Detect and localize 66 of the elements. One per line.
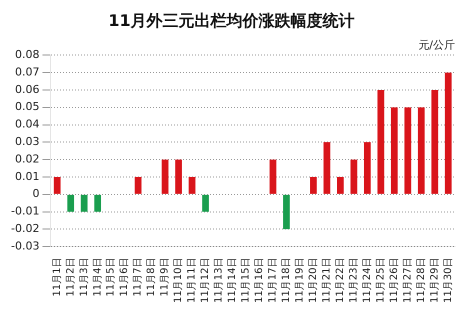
- x-tick-label: 11月16日: [254, 258, 266, 304]
- y-tick-label: 0.05: [14, 100, 40, 114]
- x-tick-label: 11月22日: [334, 258, 346, 304]
- y-tick-label: -0.02: [10, 222, 40, 236]
- x-tick-label: 11月19日: [294, 258, 306, 304]
- bar: [134, 176, 142, 194]
- x-tick-label: 11月20日: [308, 258, 320, 304]
- x-tick-label: 11月26日: [388, 258, 400, 304]
- bar: [310, 176, 317, 194]
- x-tick-label: 11月28日: [416, 258, 427, 304]
- bar: [404, 107, 412, 194]
- bar: [94, 194, 102, 212]
- bar: [54, 176, 61, 194]
- x-tick-label: 11月21日: [321, 258, 332, 304]
- x-tick-label: 11月12日: [200, 258, 212, 304]
- bar: [418, 107, 425, 194]
- x-tick-label: 11月17日: [268, 258, 279, 304]
- y-tick-label: 0: [32, 187, 40, 200]
- x-tick-label: 11月18日: [281, 258, 292, 304]
- bar: [444, 72, 452, 194]
- bar: [337, 176, 344, 194]
- x-tick-label: 11月23日: [348, 258, 360, 304]
- x-tick-label: 11月7日: [132, 258, 144, 297]
- bar: [364, 142, 371, 194]
- bar: [80, 194, 88, 212]
- bar: [270, 160, 276, 194]
- bar: [162, 160, 168, 194]
- x-tick-label: 11月4日: [92, 258, 104, 297]
- x-tick-label: 11月5日: [106, 258, 117, 297]
- x-tick-label: 11月29日: [429, 258, 440, 304]
- chart-title: 11月外三元出栏均价涨跌幅度统计: [108, 10, 355, 30]
- bar: [431, 90, 438, 194]
- bar: [350, 160, 358, 194]
- x-tick-label: 11月10日: [173, 258, 184, 304]
- x-tick-label: 11月25日: [375, 258, 386, 304]
- bar: [202, 194, 209, 212]
- y-tick-label: 0.03: [14, 135, 40, 148]
- bar: [67, 194, 74, 212]
- y-tick-label: 0.07: [14, 65, 40, 78]
- y-axis-title: 元/公斤: [418, 38, 455, 52]
- bar: [175, 160, 182, 194]
- bar: [188, 176, 196, 194]
- y-tick-label: 0.06: [14, 82, 40, 96]
- x-tick-label: 11月8日: [146, 258, 158, 297]
- x-tick-label: 11月27日: [402, 258, 414, 304]
- y-tick-label: -0.01: [10, 204, 40, 218]
- y-tick-label: 0.04: [14, 118, 40, 131]
- y-tick-label: 0.02: [14, 152, 40, 166]
- bar: [283, 194, 290, 230]
- x-tick-label: 11月24日: [362, 258, 373, 304]
- bar: [377, 90, 384, 194]
- x-tick-label: 11月1日: [52, 258, 63, 297]
- bar: [390, 107, 398, 194]
- x-tick-label: 11月11日: [186, 258, 198, 304]
- x-tick-label: 11月13日: [214, 258, 225, 304]
- y-tick-label: 0.08: [14, 48, 40, 62]
- x-tick-label: 11月9日: [160, 258, 171, 297]
- y-tick-label: 0.01: [14, 170, 40, 183]
- x-tick-label: 11月30日: [442, 258, 454, 304]
- x-tick-label: 11月3日: [78, 258, 90, 297]
- x-tick-label: 11月6日: [119, 258, 130, 297]
- x-tick-label: 11月15日: [240, 258, 252, 304]
- bar: [324, 142, 330, 194]
- x-tick-label: 11月14日: [227, 258, 238, 304]
- y-tick-label: -0.03: [10, 239, 40, 252]
- x-tick-label: 11月2日: [65, 258, 76, 297]
